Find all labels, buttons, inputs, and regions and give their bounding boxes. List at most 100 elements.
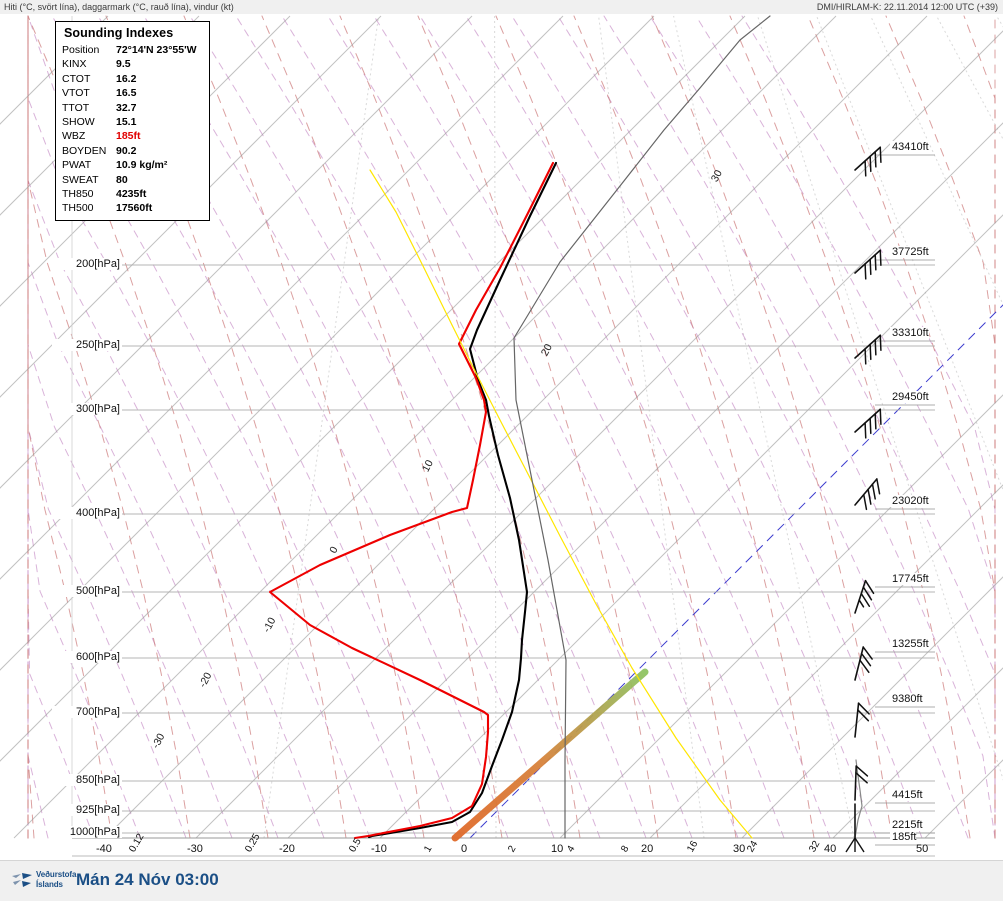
dry-adiabat-line [419, 15, 831, 839]
sounding-indexes-title: Sounding Indexes [64, 26, 174, 40]
sounding-index-row: PWAT 10.9 kg/m² [62, 158, 205, 172]
sounding-index-value: 10.9 kg/m² [116, 159, 168, 172]
sounding-index-value: 16.2 [116, 72, 137, 85]
wind-barb [854, 646, 873, 681]
altitude-axis-label: 17745ft [890, 573, 929, 585]
wind-barb [854, 579, 875, 614]
sounding-index-value: 17560ft [116, 202, 153, 215]
header-left-caption: Hiti (°C, svört lína), daggarmark (°C, r… [4, 2, 234, 12]
moist-adiabat-line [573, 15, 815, 839]
sounding-index-key: TH500 [62, 202, 94, 215]
mixing-ratio-line [757, 15, 1003, 781]
wind-barb-full [871, 483, 876, 500]
wind-barb-fan [845, 837, 856, 853]
moist-adiabat-line [261, 15, 503, 839]
sounding-index-value: 15.1 [116, 116, 137, 129]
altitude-axis-label: 4415ft [890, 789, 923, 801]
isotherm-line [0, 15, 746, 762]
mixing-ratio-line [816, 15, 1003, 492]
dry-adiabat-line [327, 15, 739, 839]
wind-barb-full [864, 579, 875, 595]
pressure-axis-label: 300[hPa] [52, 403, 122, 415]
header-bar: Hiti (°C, svört lína), daggarmark (°C, r… [0, 0, 1003, 15]
wind-barb-full [874, 339, 877, 356]
wind-barb-stem [854, 702, 860, 738]
wind-barb-full [864, 348, 867, 365]
logo-line-2: Íslands [36, 880, 63, 889]
isotherm-line [379, 214, 1003, 839]
wind-barb [854, 765, 869, 801]
moist-adiabat-line [339, 15, 581, 839]
wind-barb-fan [854, 837, 865, 853]
mixing-ratio-line [598, 15, 705, 839]
wind-barb-stem [854, 579, 867, 614]
wind-barb-full [860, 592, 871, 608]
pressure-axis-label: 250[hPa] [52, 339, 122, 351]
temperature-axis-tick: 20 [641, 843, 654, 855]
isotherm-line [741, 576, 1003, 839]
sounding-index-value: 80 [116, 173, 128, 186]
pressure-axis-label: 850[hPa] [52, 774, 122, 786]
dry-adiabat-line [143, 15, 555, 839]
sounding-index-value: 90.2 [116, 144, 137, 157]
vedurstofa-logo[interactable]: Veðurstofa Íslands [10, 869, 76, 893]
altitude-axis-label: 33310ft [890, 327, 929, 339]
pressure-axis-label: 600[hPa] [52, 651, 122, 663]
sounding-index-key: WBZ [62, 130, 86, 143]
wind-barb [854, 249, 882, 280]
temperature-axis-tick: -10 [371, 843, 387, 855]
sounding-index-key: PWAT [62, 159, 92, 172]
moist-adiabat-line [729, 15, 971, 839]
wind-barb-full [874, 151, 877, 168]
dry-adiabat-line [235, 15, 647, 839]
wind-barb [854, 334, 882, 365]
series-dewpoint [268, 161, 555, 840]
temperature-axis-tick: 30 [733, 843, 746, 855]
mixing-ratio-line [494, 15, 497, 839]
moist-adiabat-line [27, 15, 191, 839]
isotherm-line [13, 15, 837, 839]
sounding-index-key: TTOT [62, 101, 90, 114]
temperature-axis-tick: 0 [461, 843, 468, 855]
pressure-axis-label: 700[hPa] [52, 706, 122, 718]
altitude-axis-label: 13255ft [890, 638, 929, 650]
dry-adiabat-line [281, 15, 693, 839]
sounding-index-key: VTOT [62, 87, 90, 100]
isotherm-line [649, 484, 1003, 839]
temperature-axis-tick: 50 [916, 843, 929, 855]
sounding-index-key: SHOW [62, 116, 95, 129]
isotherm-line [0, 15, 473, 489]
sounding-index-key: KINX [62, 58, 87, 71]
pressure-axis-label: 500[hPa] [52, 585, 122, 597]
sounding-index-value: 32.7 [116, 101, 137, 114]
temperature-axis-tick: -40 [96, 843, 112, 855]
wind-barb [854, 478, 881, 511]
dry-adiabat-line [27, 15, 371, 839]
wind-barb-full [864, 422, 867, 439]
wind-barb-full [857, 709, 870, 722]
sounding-index-row: Position 72°14'N 23°55'W [62, 43, 205, 57]
wind-barb [854, 408, 882, 439]
series-temperature [367, 161, 558, 839]
series-auxiliary-grey-profile-a [513, 15, 771, 839]
altitude-axis-label: 29450ft [890, 391, 929, 403]
footer-date: Mán 24 Nóv 03:00 [76, 870, 219, 889]
pressure-axis-label: 1000[hPa] [52, 826, 122, 838]
pressure-axis-label: 200[hPa] [52, 258, 122, 270]
sounding-index-row: CTOT 16.2 [62, 72, 205, 86]
isotherm-line [559, 394, 1003, 839]
sounding-index-key: TH850 [62, 188, 94, 201]
wind-barb-full [860, 652, 872, 667]
wind-vane-icon [12, 873, 32, 887]
wind-barb-full [862, 646, 873, 660]
wind-barb-full [867, 488, 872, 505]
dry-adiabat-line [27, 15, 325, 839]
wind-barb-full [876, 478, 881, 495]
dry-adiabat-line [603, 15, 996, 839]
altitude-axis-label: 9380ft [890, 693, 923, 705]
wind-barb [845, 803, 865, 853]
wind-barb-full [869, 155, 872, 173]
temperature-axis-tick: 10 [551, 843, 564, 855]
wind-barb-full [879, 408, 882, 425]
